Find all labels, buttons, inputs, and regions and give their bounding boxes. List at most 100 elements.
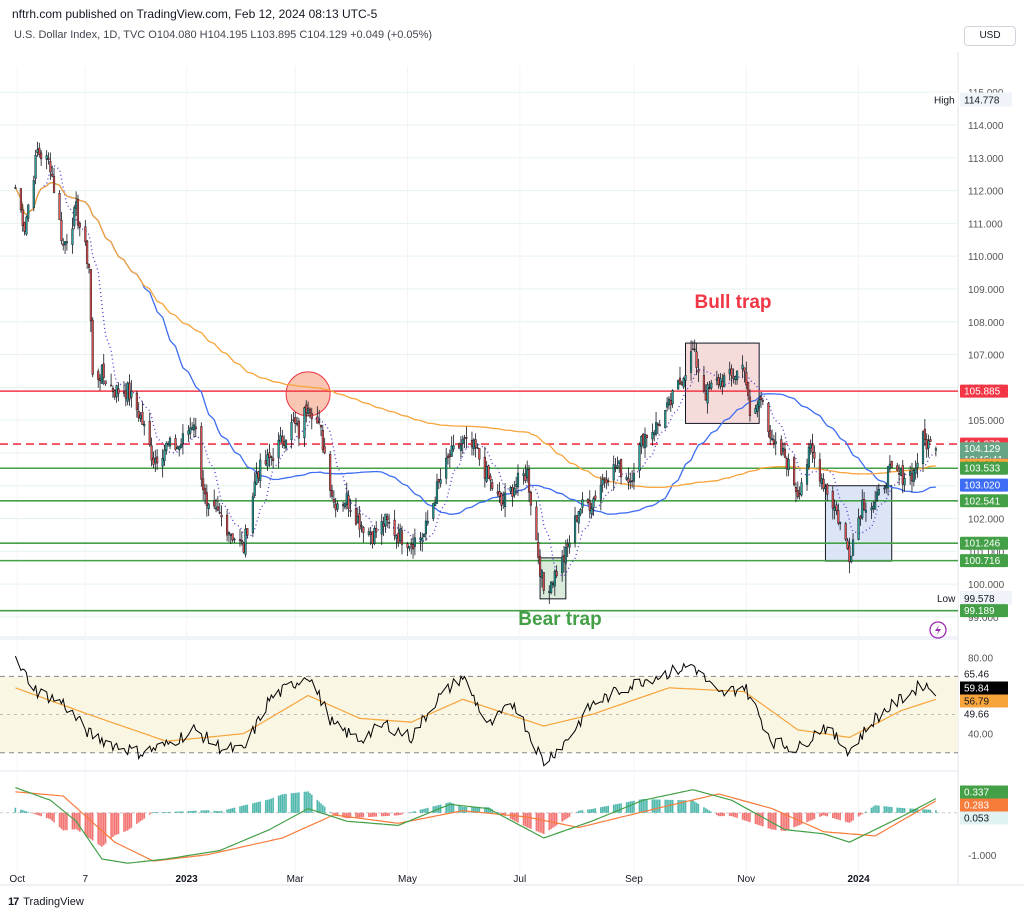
macd-histogram-bar: [927, 809, 930, 813]
candle: [769, 425, 772, 446]
candle-body: [308, 408, 312, 413]
macd-histogram-bar: [309, 793, 311, 813]
macd-histogram-bar: [651, 799, 654, 813]
tradingview-logo[interactable]: 17 TradingView: [8, 896, 84, 908]
candle-body: [281, 436, 284, 445]
candle-body: [358, 513, 361, 530]
candle-body: [360, 525, 363, 527]
candle-body: [380, 520, 383, 535]
candle: [618, 460, 621, 473]
macd-histogram-bar: [835, 812, 838, 820]
time-tick-label: Nov: [737, 874, 755, 885]
candle-body: [139, 414, 142, 419]
macd-histogram-bar: [90, 812, 92, 840]
candle-body: [483, 456, 486, 479]
candle-body: [758, 399, 761, 407]
macd-histogram-bar: [25, 811, 28, 813]
candle-body: [612, 464, 615, 481]
candle-body: [640, 436, 643, 447]
candle-body: [526, 469, 529, 479]
currency-button[interactable]: USD: [964, 26, 1016, 46]
candle-body: [809, 443, 812, 449]
macd-histogram-bar: [23, 810, 26, 813]
candle: [798, 486, 801, 500]
macd-histogram-bar: [631, 801, 633, 813]
candle: [874, 490, 877, 510]
macd-histogram-bar: [53, 812, 55, 823]
candle: [329, 450, 332, 498]
macd-histogram-bar: [588, 809, 591, 813]
candle: [240, 531, 243, 546]
rsi-badge-text: 65.46: [964, 670, 989, 681]
macd-histogram-bar: [329, 811, 331, 813]
rsi-badge: 65.46: [960, 667, 1008, 681]
candle-body: [264, 460, 267, 465]
candle-body: [242, 542, 245, 553]
candle: [489, 473, 492, 491]
candle: [758, 396, 761, 410]
macd-histogram-bar: [380, 812, 383, 817]
macd-histogram-bar: [723, 812, 725, 817]
candle-body: [240, 539, 243, 542]
macd-histogram-bar: [414, 811, 416, 813]
price-badge-bg: [960, 494, 1008, 508]
macd-histogram-bar: [692, 800, 694, 813]
candle-body: [677, 380, 680, 390]
macd-histogram-bar: [71, 812, 74, 830]
candle-body: [386, 516, 389, 521]
candle: [603, 477, 606, 488]
candle-body: [283, 441, 286, 446]
price-badge-text: 100.716: [964, 556, 1001, 567]
macd-histogram-bar: [808, 812, 810, 822]
candle-body: [84, 226, 87, 243]
macd-histogram-bar: [362, 812, 365, 818]
candle-body: [244, 528, 247, 555]
macd-histogram-bar: [246, 804, 249, 813]
macd-histogram-bar: [174, 811, 177, 813]
macd-histogram-bar: [419, 809, 422, 813]
candle-body: [19, 188, 22, 211]
macd-histogram-bar: [345, 812, 348, 819]
macd-histogram-bar: [474, 807, 477, 813]
macd-tick-label: -1.000: [968, 851, 997, 862]
chart-canvas[interactable]: 99.000100.000101.000102.000103.000104.00…: [0, 0, 1024, 890]
candle-body: [774, 441, 777, 445]
candle: [710, 379, 713, 391]
macd-histogram-bar: [732, 812, 735, 817]
macd-histogram-bar: [20, 809, 22, 813]
price-tick-label: 108.000: [968, 318, 1005, 329]
candle-body: [524, 474, 527, 481]
candle-body: [58, 192, 61, 221]
rsi-badge-bg: [960, 681, 1008, 695]
candle-body: [62, 243, 65, 246]
macd-histogram-bar: [117, 812, 120, 835]
candle-body: [189, 427, 192, 434]
macd-histogram-bar: [34, 812, 37, 815]
candle-body: [25, 216, 28, 235]
candle: [399, 523, 402, 544]
lightning-icon[interactable]: [929, 621, 947, 639]
candle: [863, 491, 866, 512]
candle: [281, 429, 284, 448]
macd-histogram-bar: [229, 808, 232, 813]
candle-body: [734, 376, 737, 380]
candle: [537, 532, 540, 565]
macd-histogram-bar: [465, 806, 468, 813]
macd-histogram-bar: [522, 812, 525, 826]
macd-histogram-bar: [91, 812, 94, 841]
candle-body: [645, 434, 648, 438]
macd-histogram-bar: [264, 800, 267, 813]
candle-body: [756, 404, 759, 412]
candle-body: [839, 522, 842, 524]
candle: [384, 513, 387, 533]
candle: [343, 502, 346, 510]
candle: [98, 374, 102, 391]
candle: [826, 483, 829, 502]
candle: [51, 165, 54, 178]
candle-body: [292, 419, 295, 422]
candle: [837, 503, 840, 526]
candle: [780, 435, 783, 457]
macd-histogram-bar: [432, 806, 435, 813]
candle-body: [91, 319, 94, 375]
candle-body: [625, 476, 628, 480]
